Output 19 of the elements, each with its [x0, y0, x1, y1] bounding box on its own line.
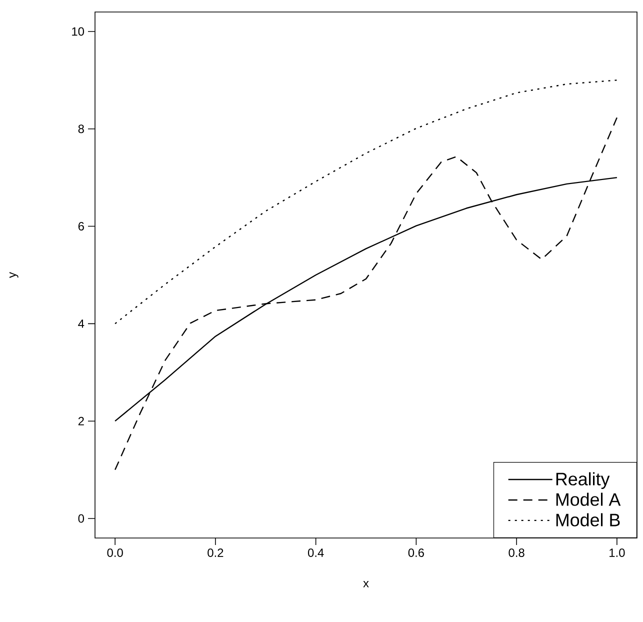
legend-label: Reality: [556, 472, 610, 489]
x-tick-label: 0.6: [408, 548, 424, 557]
x-tick-label: 0.2: [208, 548, 224, 557]
y-tick-label: 8: [78, 124, 84, 134]
y-tick-label: 4: [78, 320, 84, 328]
x-tick-label: 0.8: [508, 548, 524, 557]
y-tick-label: 10: [72, 27, 84, 36]
y-tick-label: 0: [78, 514, 84, 523]
y-tick-label: 2: [78, 416, 84, 426]
line-series: [114, 117, 618, 470]
x-tick-label: 0.4: [308, 548, 324, 557]
line-series: [114, 80, 618, 324]
x-tick-label: 0.0: [107, 548, 123, 557]
legend-label: Model A: [556, 492, 621, 506]
x-axis-title: x: [363, 580, 369, 588]
x-tick-label: 1.0: [610, 548, 625, 557]
y-tick-label: 6: [78, 222, 84, 231]
legend-label: Model B: [556, 513, 620, 526]
y-axis-title: y: [10, 272, 18, 278]
